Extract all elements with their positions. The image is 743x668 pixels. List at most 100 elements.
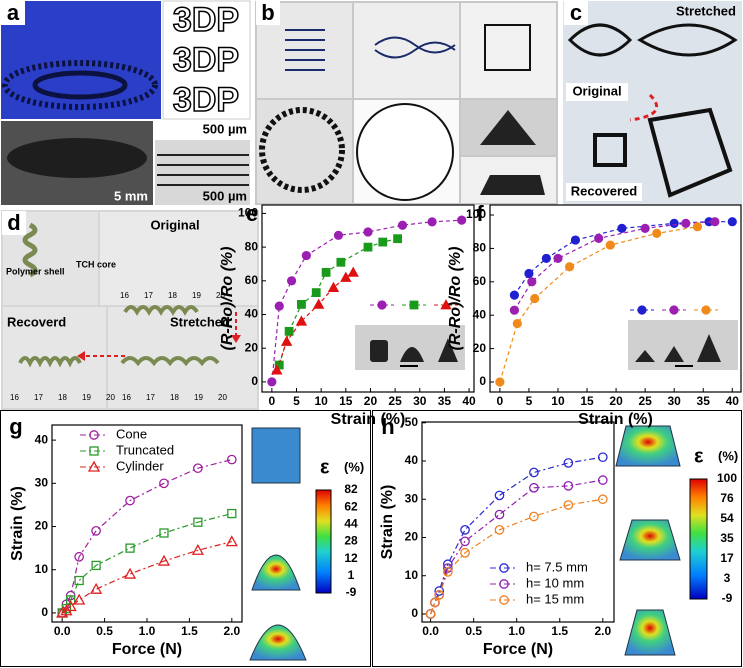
marker — [56, 606, 69, 618]
marker — [563, 500, 574, 510]
y-tick-label: 40 — [35, 432, 49, 446]
photo-spiral — [2, 60, 158, 110]
marker — [313, 298, 325, 309]
y-tick-label: 20 — [473, 341, 487, 355]
colorbar-tick-label: 54 — [720, 511, 734, 525]
y-tick-label: 50 — [405, 415, 419, 429]
marker — [286, 276, 297, 286]
x-tick-label: 40 — [462, 394, 476, 408]
y-tick-label: 80 — [473, 241, 487, 255]
marker — [271, 364, 283, 375]
y-tick-label: 40 — [405, 453, 419, 467]
panel-letter: b — [261, 0, 274, 25]
marker — [123, 567, 137, 579]
legend-label: Cylinder — [116, 458, 164, 473]
x-axis-label: Force (N) — [483, 641, 553, 658]
x-tick-label: 0 — [269, 394, 276, 408]
inset-photo — [355, 320, 738, 370]
x-tick-label: 0.5 — [465, 624, 482, 638]
photo-spiral — [32, 70, 128, 100]
print-text: 3DP — [173, 81, 239, 119]
marker — [605, 240, 615, 250]
marker — [553, 253, 563, 264]
fit-line — [276, 271, 354, 371]
marker — [509, 305, 520, 315]
marker — [640, 223, 650, 233]
x-tick-label: 0.5 — [96, 624, 113, 638]
marker — [681, 218, 691, 228]
marker — [91, 525, 101, 536]
marker — [74, 551, 84, 562]
y-axis-label: Strain (%) — [379, 485, 396, 560]
panel-letter: c — [570, 0, 582, 25]
photo — [155, 140, 250, 205]
ruler-number: 20 — [106, 393, 115, 402]
marker — [297, 299, 306, 309]
legend-label: Cone — [116, 426, 147, 441]
marker — [460, 524, 470, 535]
marker — [563, 458, 574, 468]
x-tick-label: 10 — [314, 394, 328, 408]
ruler-number: 16 — [122, 393, 131, 402]
plot-frame — [261, 204, 475, 393]
legend-label: h= 10 mm — [526, 575, 584, 590]
ruler-number: 18 — [170, 393, 179, 402]
ruler-number: 20 — [216, 291, 225, 300]
panel-frame — [0, 410, 371, 667]
marker — [442, 567, 453, 577]
marker — [125, 495, 135, 506]
marker — [333, 230, 344, 240]
y-tick-label: 100 — [238, 206, 258, 220]
panel-letter: g — [9, 414, 22, 439]
colorbar-tick-label: 44 — [344, 517, 358, 531]
colorbar-tick-label: 82 — [344, 482, 358, 496]
marker — [494, 509, 505, 520]
ruler: 16 17 18 19 20 16 17 18 19 20 16 17 18 19 20 — [10, 291, 227, 402]
y-tick-label: 60 — [473, 274, 487, 288]
letter-box — [2, 211, 26, 235]
ruler-number: 17 — [34, 393, 43, 402]
x-tick-label: 2.0 — [223, 624, 240, 638]
marker — [727, 217, 737, 227]
x-tick-label: 15 — [339, 394, 353, 408]
marker — [564, 262, 575, 272]
marker — [73, 593, 86, 605]
y-tick-label: 0 — [251, 374, 258, 388]
x-tick-label: 15 — [580, 394, 594, 408]
marker — [226, 454, 237, 465]
colorbar-tick-label: 28 — [344, 534, 358, 548]
x-tick-label: 10 — [551, 394, 565, 408]
panel-letter: d — [7, 210, 20, 235]
marker — [301, 250, 311, 261]
marker — [397, 220, 408, 230]
photo-label: Stretched — [170, 314, 230, 329]
fit-line — [430, 498, 603, 615]
marker — [669, 305, 679, 315]
marker — [336, 257, 346, 267]
marker — [66, 595, 76, 605]
marker — [89, 430, 99, 440]
ruler-number: 18 — [168, 291, 177, 300]
marker — [363, 227, 373, 237]
marker — [617, 223, 627, 233]
colorbar-tick-label: 3 — [724, 571, 731, 585]
marker — [125, 543, 135, 553]
y-tick-label: 0 — [41, 605, 48, 619]
ruler-number: 19 — [192, 291, 201, 300]
marker — [327, 281, 340, 292]
panel-d: Original Recoverd Stretched Polymer shel… — [1, 210, 259, 410]
marker — [378, 237, 388, 247]
marker — [159, 528, 169, 538]
marker — [430, 597, 440, 608]
colorbar-tick-label: -9 — [722, 591, 733, 605]
colorbar-unit: (%) — [344, 459, 364, 474]
photo-label: Polymer shell — [6, 266, 65, 276]
marker — [563, 481, 574, 491]
marker — [499, 563, 509, 573]
y-tick-label: 40 — [245, 307, 259, 321]
colorbar — [315, 489, 332, 594]
colorbar-symbol: ε — [694, 445, 704, 467]
x-axis-label: Strain (%) — [578, 411, 653, 428]
colorbar-tick-label: 12 — [344, 551, 358, 565]
marker — [529, 467, 539, 478]
